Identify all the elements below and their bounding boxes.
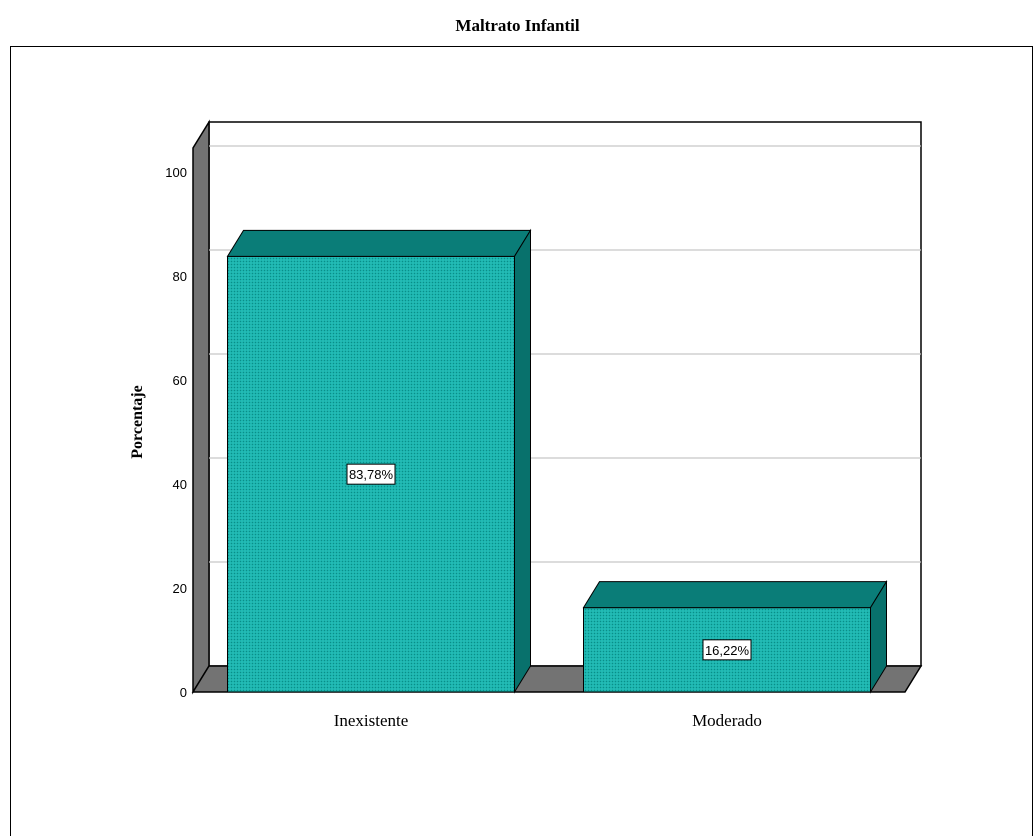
y-tick-label: 40 bbox=[173, 477, 187, 492]
y-tick-label: 0 bbox=[180, 685, 187, 700]
bar bbox=[226, 228, 532, 694]
y-tick-label: 60 bbox=[173, 373, 187, 388]
y-tick-label: 100 bbox=[165, 165, 187, 180]
data-label-box bbox=[346, 463, 396, 485]
data-label: 83,78% bbox=[349, 467, 394, 482]
chart-frame bbox=[10, 46, 1033, 836]
side-wall bbox=[192, 119, 210, 695]
bar-top bbox=[226, 229, 532, 257]
x-tick-label: Inexistente bbox=[334, 711, 409, 730]
x-tick-label: Moderado bbox=[692, 711, 762, 730]
y-tick-label: 20 bbox=[173, 581, 187, 596]
y-axis-label: Porcentaje bbox=[129, 385, 146, 458]
bar-side bbox=[870, 579, 887, 694]
y-tick-label: 80 bbox=[173, 269, 187, 284]
bar bbox=[582, 579, 888, 694]
chart-title: Maltrato Infantil bbox=[455, 16, 580, 35]
data-label-box bbox=[702, 639, 752, 661]
bar-top bbox=[582, 581, 888, 609]
data-label: 16,22% bbox=[705, 643, 750, 658]
bar-side bbox=[514, 228, 531, 694]
